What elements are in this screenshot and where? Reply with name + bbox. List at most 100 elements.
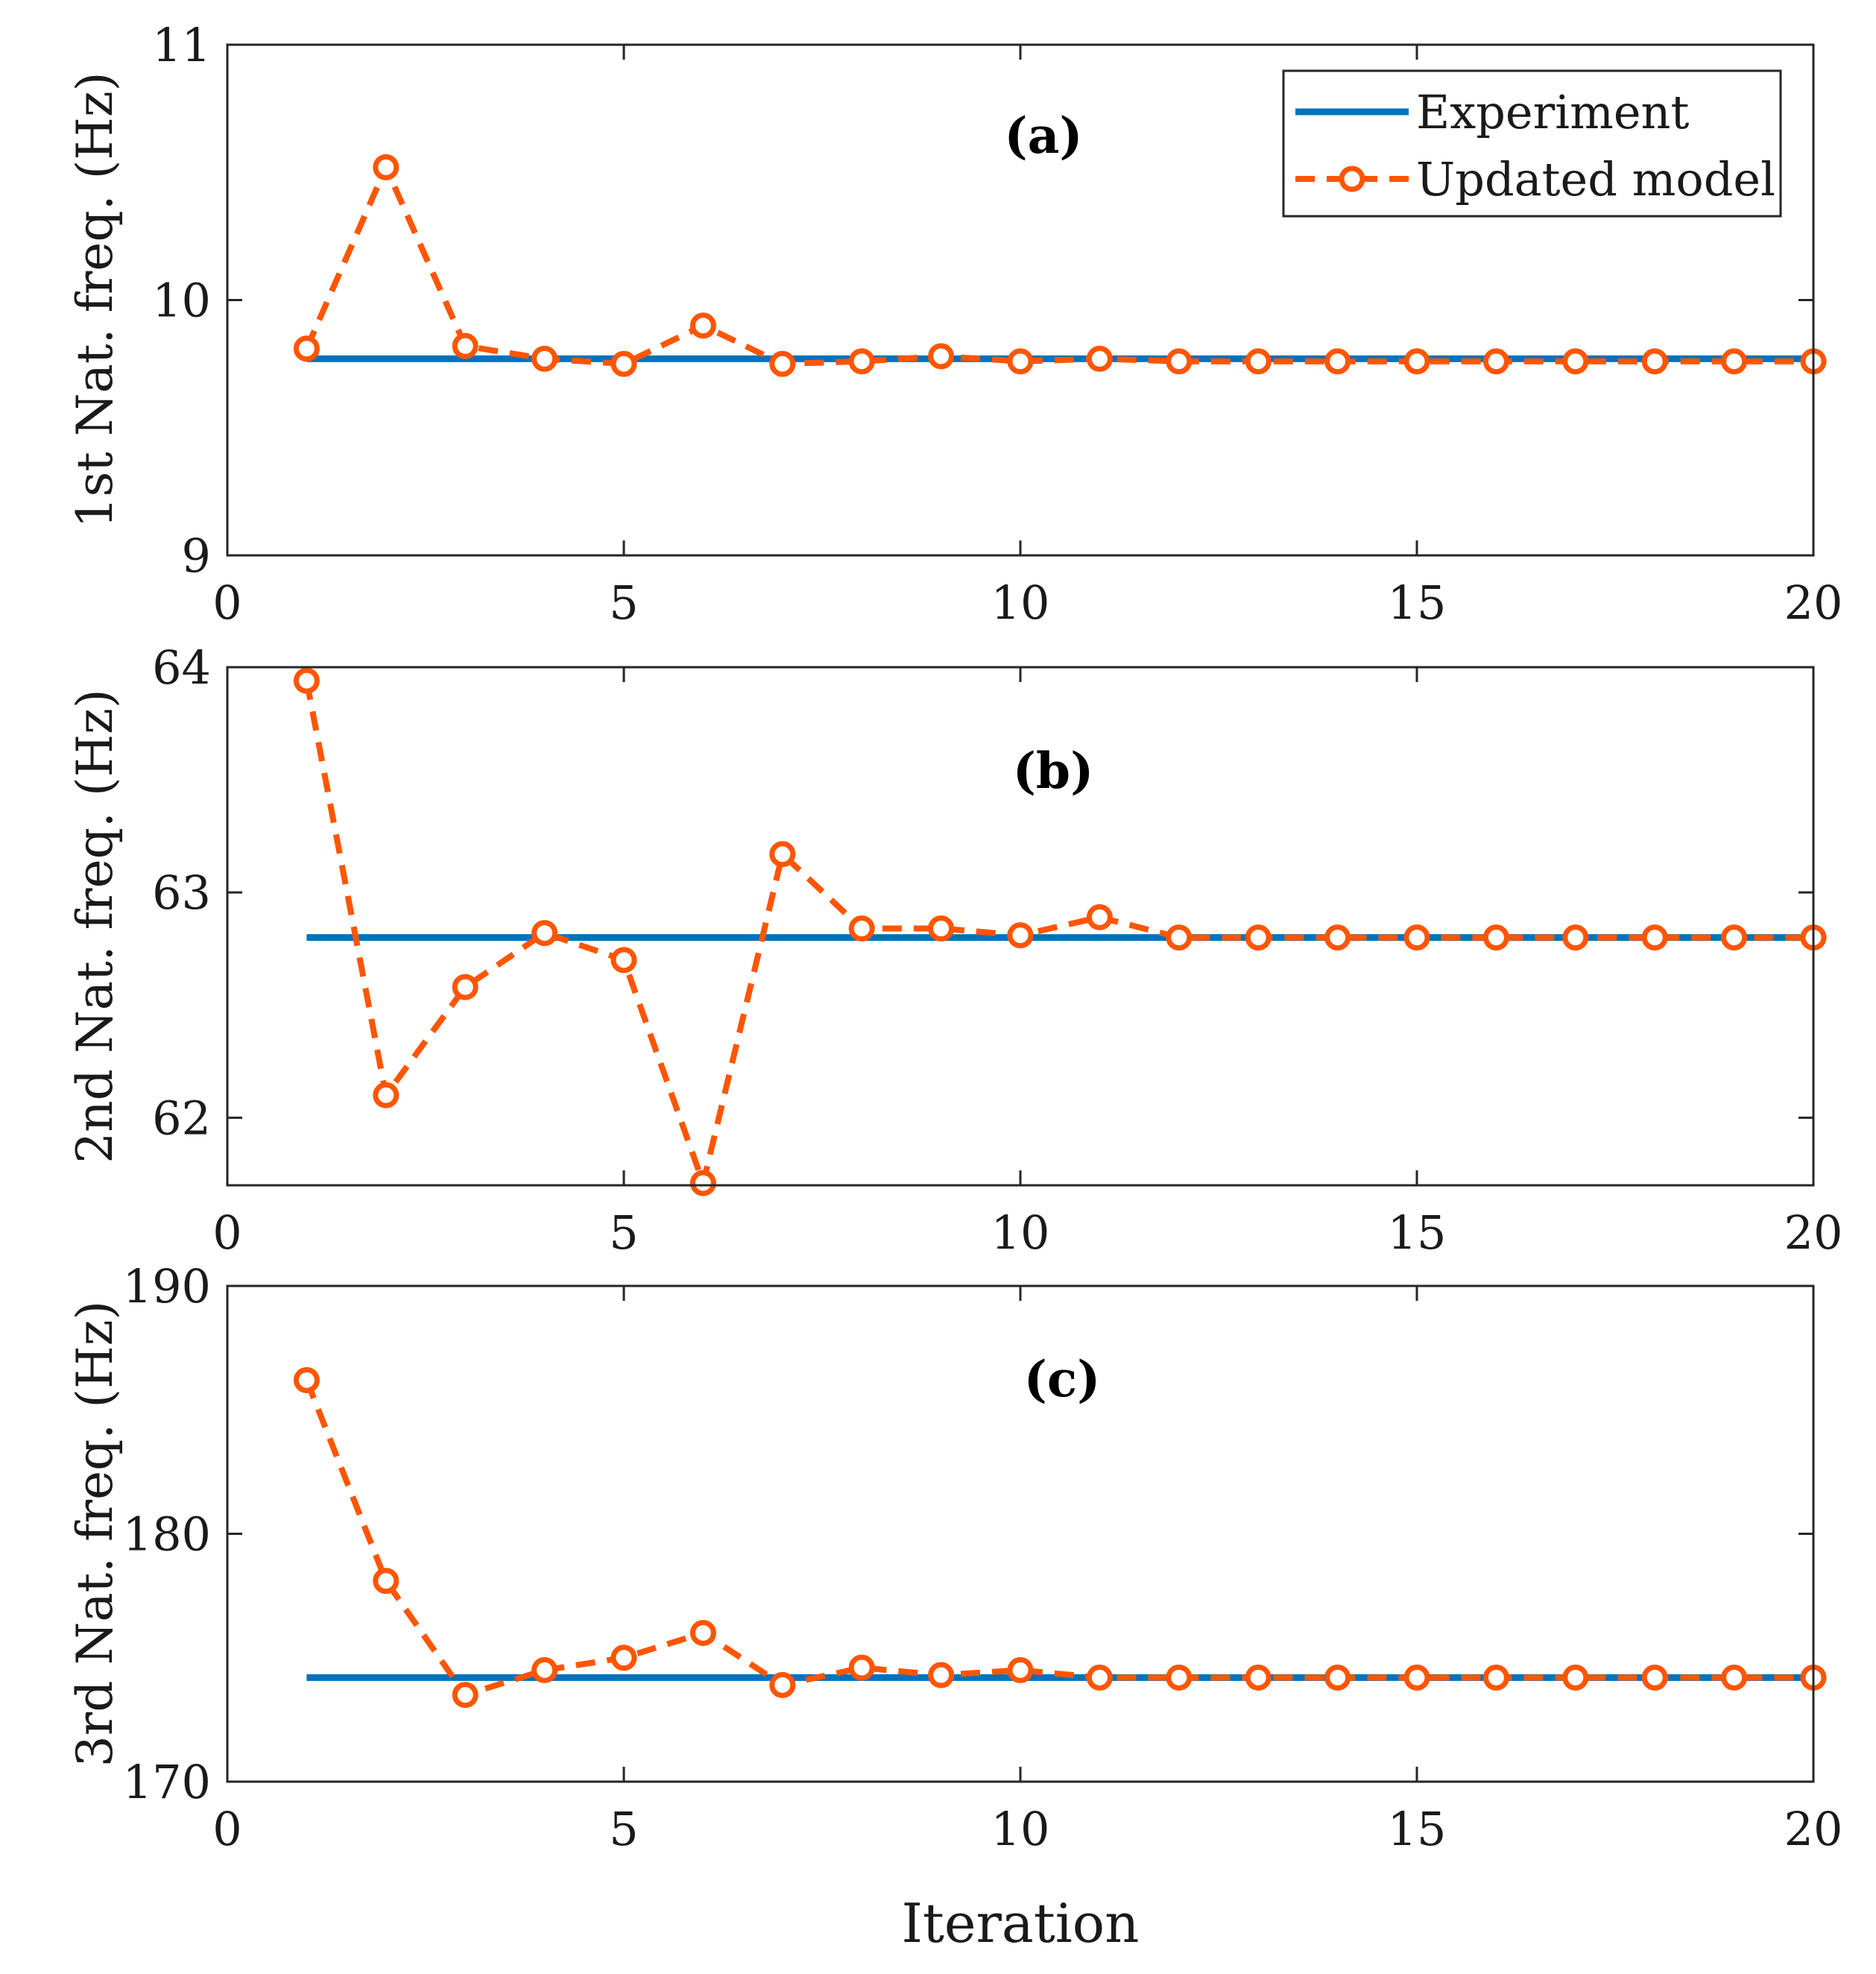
panel-b-series-updated-model-point <box>1482 924 1509 951</box>
panel-a-series-updated-model-point <box>1166 348 1193 375</box>
panel-a-series-updated-model-point <box>1641 348 1668 375</box>
panel-c-series-updated-model-line <box>303 1378 1813 1699</box>
panel-b-series-updated-model-point <box>531 920 558 947</box>
panel-a-x-tick-label: 10 <box>991 576 1050 630</box>
panel-a-series-updated-model-point <box>1562 348 1589 375</box>
panel-b-series-updated-model-point <box>1007 922 1034 949</box>
panel-b-series-updated-model-point <box>293 667 320 694</box>
panel-c-y-tick-label: 170 <box>123 1755 211 1809</box>
panel-b-series-updated-model-point <box>1721 924 1748 951</box>
panel-c-series-updated-model-point <box>1086 1664 1113 1691</box>
panel-c-series-updated-model-point <box>848 1654 875 1681</box>
panel-a-series-updated-model-line <box>303 160 1813 368</box>
panel-b-series-updated-model-point <box>848 915 875 942</box>
panel-c-series-updated-model-point <box>689 1620 716 1646</box>
panel-c-series-updated-model-point <box>1166 1664 1193 1691</box>
panel-a-x-tick-label: 15 <box>1388 576 1447 630</box>
panel-c-y-tick-label: 180 <box>123 1507 211 1562</box>
panel-b-x-tick-label: 15 <box>1388 1205 1447 1260</box>
panel-a-series-updated-model-point <box>928 343 955 370</box>
panel-c-series-updated-model-point <box>1007 1656 1034 1683</box>
panel-a-series-updated-model-point <box>769 350 796 377</box>
panel-c-series-updated-model-point <box>1641 1664 1668 1691</box>
panel-a-series <box>293 154 1827 377</box>
panel-c-series-updated-model-point <box>293 1366 320 1393</box>
panel-c-series-updated-model-point <box>928 1662 955 1688</box>
panel-a-series-updated-model-point <box>1007 348 1034 375</box>
panel-a-series-updated-model-point <box>610 350 637 377</box>
panel-c-ticks: 0 5 10 15 20 170 180 190 <box>123 1259 1843 1856</box>
panel-c-series <box>293 1366 1827 1709</box>
panel-c-series-updated-model-point <box>1721 1664 1748 1691</box>
panel-b-series-updated-model-point <box>1562 924 1589 951</box>
legend-experiment-label: Experiment <box>1416 85 1689 139</box>
panel-c-y-tick-label: 190 <box>123 1259 211 1314</box>
legend: Experiment Updated model <box>1282 69 1782 218</box>
panel-c-series-updated-model-point <box>1403 1664 1430 1691</box>
panel-c-x-tick-label: 0 <box>212 1802 241 1856</box>
panel-c-x-tick-label: 20 <box>1784 1802 1843 1856</box>
panel-b-series-updated-model-point <box>452 974 479 1000</box>
panel-c-series-updated-model-point <box>1324 1664 1351 1691</box>
panel-c-series-updated-model-point <box>610 1645 637 1671</box>
panel-a-series-updated-model-point <box>1721 348 1748 375</box>
panel-b-series-updated-model-point <box>928 915 955 942</box>
panel-a-y-tick-label: 11 <box>152 18 211 72</box>
panel-b-annotation: (b) <box>1013 742 1094 800</box>
panel-c-x-axis-label: Iteration <box>901 1892 1139 1955</box>
panel-c-x-tick-label: 5 <box>609 1802 638 1856</box>
panel-c-annotation: (c) <box>1024 1350 1101 1408</box>
panel-a-annotation: (a) <box>1004 107 1082 165</box>
panel-c-series-updated-model-point <box>1482 1664 1509 1691</box>
panel-b-series-updated-model-point <box>1245 924 1272 951</box>
panel-b-y-tick-label: 62 <box>152 1091 211 1145</box>
legend-box <box>1282 69 1782 218</box>
panel-b-series-updated-model-point <box>689 1170 716 1196</box>
panel-b-series-updated-model-point <box>1641 924 1668 951</box>
panel-b-series-updated-model-point <box>1403 924 1430 951</box>
panel-b-ticks: 0 5 10 15 20 62 63 64 <box>152 640 1842 1260</box>
panel-a-series-updated-model-point <box>1245 348 1272 375</box>
panel-b-y-tick-label: 63 <box>152 865 211 920</box>
panel-b-series-updated-model-point <box>1166 924 1193 951</box>
panel-b: 0 5 10 15 20 62 63 64 2nd Nat. freq. (Hz) (b) <box>66 640 1842 1260</box>
panel-b-series-updated-model-point <box>1324 924 1351 951</box>
panel-a-series-updated-model-point <box>293 335 320 362</box>
panel-b-series-updated-model-point <box>610 947 637 974</box>
panel-b-series-updated-model-point <box>1086 904 1113 930</box>
panel-c-series-updated-model-point <box>1562 1664 1589 1691</box>
legend-updated-model-label: Updated model <box>1416 152 1775 206</box>
panel-a-series-updated-model-point <box>1482 348 1509 375</box>
panel-c: 0 5 10 15 20 170 180 190 3rd Nat. freq. (Hz) (c… <box>66 1259 1842 1955</box>
panel-b-x-tick-label: 5 <box>609 1205 638 1260</box>
panel-c-series-updated-model-point <box>531 1656 558 1683</box>
panel-b-x-tick-label: 10 <box>991 1205 1050 1260</box>
panel-a-series-updated-model-point <box>1403 348 1430 375</box>
panel-a-ticks: 0 5 10 15 20 9 10 11 <box>152 18 1842 630</box>
panel-b-series <box>293 667 1827 1196</box>
panel-a-y-tick-label: 9 <box>182 529 211 583</box>
panel-c-series-updated-model-point <box>1245 1664 1272 1691</box>
panel-a: 0 5 10 15 20 9 10 11 1st Nat. freq. (Hz) (a) Ex… <box>66 18 1842 630</box>
panel-b-series-updated-model-point <box>769 841 796 868</box>
panel-a-series-updated-model-point <box>531 345 558 372</box>
panel-a-series-updated-model-point <box>373 154 399 180</box>
panel-a-y-tick-label: 10 <box>152 274 211 328</box>
panel-a-x-tick-label: 20 <box>1784 576 1843 630</box>
panel-a-x-tick-label: 0 <box>212 576 241 630</box>
panel-b-series-updated-model-point <box>373 1082 399 1109</box>
legend-updated-model-marker <box>1339 165 1365 192</box>
panel-a-x-tick-label: 5 <box>609 576 638 630</box>
panel-a-series-updated-model-point <box>452 332 479 359</box>
panel-c-series-updated-model-point <box>452 1682 479 1709</box>
panel-a-series-updated-model-point <box>848 348 875 375</box>
panel-c-series-updated-model-point <box>769 1671 796 1698</box>
panel-a-series-updated-model-point <box>1324 348 1351 375</box>
panel-b-series-updated-model-line <box>303 680 1813 1194</box>
panel-c-series-updated-model-point <box>373 1568 399 1595</box>
panel-b-y-tick-label: 64 <box>152 640 211 695</box>
panel-b-y-axis-label: 2nd Nat. freq. (Hz) <box>66 689 124 1163</box>
panel-a-y-axis-label: 1st Nat. freq. (Hz) <box>66 72 124 528</box>
